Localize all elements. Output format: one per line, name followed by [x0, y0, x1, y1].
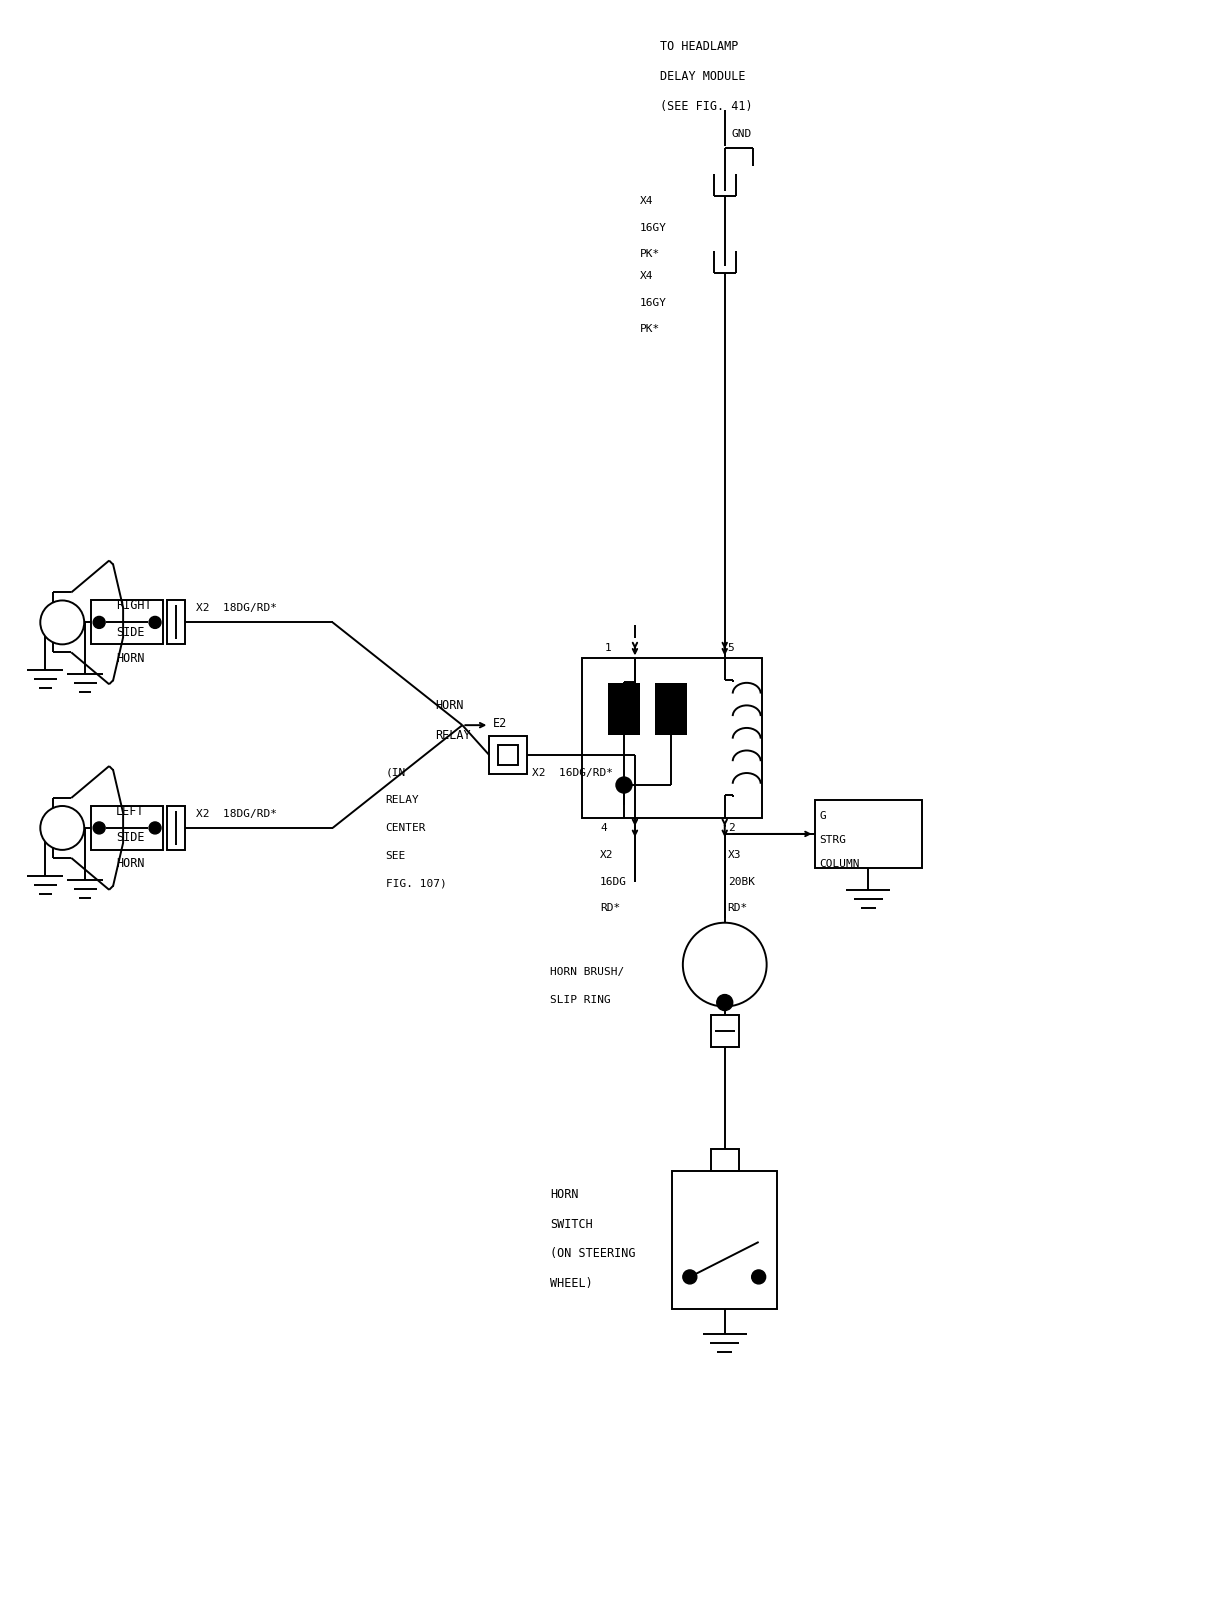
- Text: PK*: PK*: [640, 325, 660, 334]
- Text: DELAY MODULE: DELAY MODULE: [660, 70, 745, 83]
- Text: WHEEL): WHEEL): [550, 1277, 593, 1291]
- Text: RD*: RD*: [728, 902, 748, 912]
- Text: 20BK: 20BK: [728, 877, 755, 886]
- Text: 16DG: 16DG: [600, 877, 626, 886]
- Bar: [498, 746, 519, 765]
- Text: G: G: [819, 811, 826, 821]
- Bar: [814, 800, 922, 867]
- Text: PK*: PK*: [640, 250, 660, 259]
- Text: FIG. 107): FIG. 107): [385, 878, 446, 890]
- Text: 4: 4: [600, 822, 607, 834]
- Text: SEE: SEE: [385, 851, 406, 861]
- Circle shape: [683, 923, 766, 1006]
- Circle shape: [683, 1270, 696, 1283]
- Text: X3: X3: [728, 850, 742, 859]
- Bar: [91, 600, 163, 645]
- Text: X2: X2: [600, 850, 613, 859]
- Text: HORN: HORN: [550, 1187, 579, 1200]
- Text: (ON STEERING: (ON STEERING: [550, 1248, 635, 1261]
- Text: CENTER: CENTER: [385, 822, 425, 834]
- Text: X2  18DG/RD*: X2 18DG/RD*: [196, 810, 277, 819]
- Bar: [655, 683, 687, 734]
- Bar: [608, 683, 640, 734]
- Text: RIGHT: RIGHT: [116, 598, 152, 611]
- Circle shape: [615, 778, 631, 794]
- Text: LEFT: LEFT: [116, 805, 145, 819]
- Bar: [489, 736, 527, 774]
- Text: GND: GND: [732, 128, 752, 139]
- Text: X2  16DG/RD*: X2 16DG/RD*: [532, 768, 613, 778]
- Circle shape: [93, 822, 105, 834]
- Bar: [582, 658, 761, 818]
- Bar: [711, 1014, 739, 1048]
- Text: COLUMN: COLUMN: [819, 859, 859, 869]
- Text: TO HEADLAMP: TO HEADLAMP: [660, 40, 738, 53]
- Text: 16GY: 16GY: [640, 224, 667, 234]
- Bar: [672, 1171, 776, 1309]
- Text: X2  18DG/RD*: X2 18DG/RD*: [196, 603, 277, 613]
- Bar: [91, 806, 163, 850]
- Circle shape: [93, 616, 105, 629]
- Bar: [167, 600, 185, 645]
- Text: RD*: RD*: [600, 902, 620, 912]
- Bar: [167, 806, 185, 850]
- Text: 5: 5: [728, 643, 734, 653]
- Text: (IN: (IN: [385, 766, 406, 778]
- Bar: [711, 1149, 739, 1171]
- Text: X4: X4: [640, 270, 653, 282]
- Text: RELAY: RELAY: [385, 795, 419, 805]
- Text: HORN: HORN: [435, 699, 463, 712]
- Text: RELAY: RELAY: [435, 728, 471, 742]
- Text: SIDE: SIDE: [116, 832, 145, 845]
- Text: HORN BRUSH/: HORN BRUSH/: [550, 966, 624, 976]
- Text: 16GY: 16GY: [640, 298, 667, 309]
- Circle shape: [150, 616, 161, 629]
- Text: SLIP RING: SLIP RING: [550, 995, 611, 1005]
- Circle shape: [40, 600, 85, 645]
- Text: 2: 2: [728, 822, 734, 834]
- Circle shape: [40, 806, 85, 850]
- Text: E2: E2: [493, 717, 508, 730]
- Text: HORN: HORN: [116, 858, 145, 870]
- Text: HORN: HORN: [116, 651, 145, 666]
- Text: SWITCH: SWITCH: [550, 1218, 593, 1230]
- Text: X4: X4: [640, 197, 653, 206]
- Text: 1: 1: [604, 643, 612, 653]
- Text: STRG: STRG: [819, 835, 846, 845]
- Circle shape: [717, 995, 733, 1011]
- Text: (SEE FIG. 41): (SEE FIG. 41): [660, 101, 753, 114]
- Circle shape: [150, 822, 161, 834]
- Text: SIDE: SIDE: [116, 626, 145, 638]
- Circle shape: [752, 1270, 766, 1283]
